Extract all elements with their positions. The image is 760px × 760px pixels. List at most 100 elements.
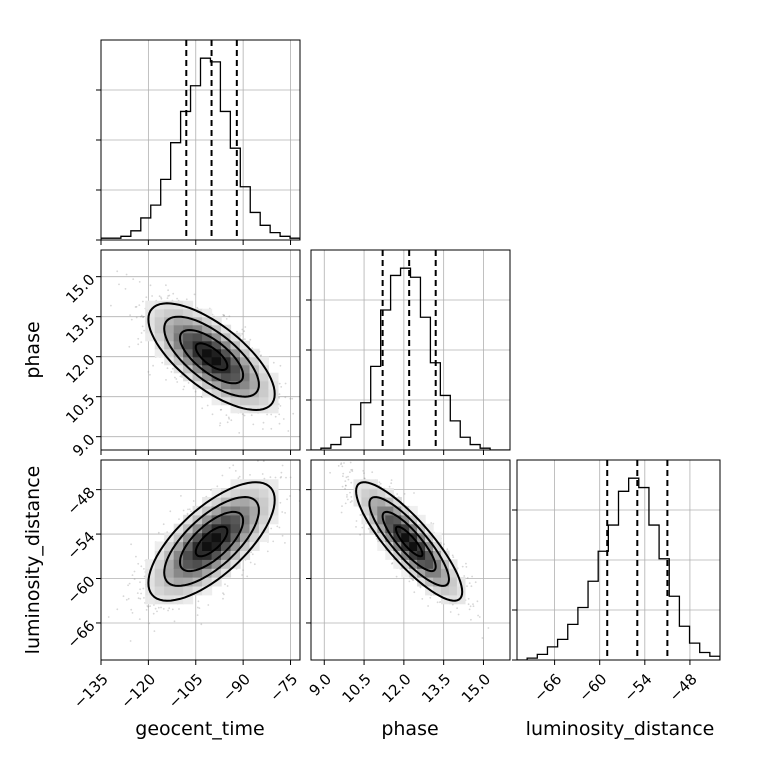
panel-geocent-time-vs-phase-density-cell bbox=[240, 380, 251, 390]
panel-phase-vs-luminosity-distance-sample-point bbox=[449, 611, 452, 613]
panel-geocent-time-vs-phase-sample-point bbox=[176, 297, 179, 300]
panel-geocent-time-vs-phase-density-cell bbox=[258, 356, 269, 366]
panel-phase-vs-luminosity-distance-sample-point bbox=[379, 482, 382, 485]
panel-geocent-time-vs-phase-density-cell bbox=[240, 356, 251, 366]
panel-geocent-time-vs-luminosity-distance-sample-point bbox=[168, 607, 171, 610]
panel-geocent-time-vs-phase-density-cell bbox=[173, 308, 184, 318]
panel-geocent-time-vs-phase-sample-point bbox=[141, 325, 144, 328]
panel-geocent-time-vs-phase-density-cell bbox=[154, 340, 165, 350]
panel-geocent-time-vs-luminosity-distance-density-cell bbox=[211, 532, 222, 543]
panel-phase-vs-luminosity-distance-density-cell bbox=[409, 541, 418, 551]
panel-geocent-time-vs-luminosity-distance-sample-point bbox=[284, 542, 286, 544]
panel-phase-vs-luminosity-distance-sample-point bbox=[452, 556, 455, 558]
panel-phase-vs-luminosity-distance-sample-point bbox=[344, 487, 346, 490]
panel-geocent-time-vs-phase-density-cell bbox=[221, 372, 232, 382]
panel-phase-vs-luminosity-distance-density-cell bbox=[425, 550, 434, 560]
panel-geocent-time-vs-phase-sample-point bbox=[287, 430, 290, 432]
panel-geocent-time-vs-luminosity-distance-sample-point bbox=[143, 597, 145, 599]
panel-phase-vs-luminosity-distance-sample-point bbox=[474, 581, 477, 584]
panel-geocent-time-vs-luminosity-distance-density-cell bbox=[211, 577, 222, 587]
panel-phase-vs-luminosity-distance-sample-point bbox=[427, 605, 429, 607]
panel-phase-vs-luminosity-distance-sample-point bbox=[342, 472, 345, 475]
panel-geocent-time-vs-luminosity-distance-sample-point bbox=[173, 620, 176, 623]
panel-geocent-time-vs-luminosity-distance-density-cell bbox=[183, 585, 194, 596]
panel-phase-vs-luminosity-distance-density-cell bbox=[361, 488, 370, 498]
panel-geocent-time-vs-phase-sample-point bbox=[251, 347, 254, 349]
panel-geocent-time-vs-phase-density-cell bbox=[164, 300, 175, 310]
panel-phase-vs-luminosity-distance-sample-point bbox=[472, 605, 475, 608]
panel-geocent-time-vs-phase-sample-point bbox=[147, 371, 150, 373]
panel-geocent-time-vs-phase-density-cell bbox=[164, 324, 175, 334]
x-axis-label-geocent-time: geocent_time bbox=[135, 718, 264, 740]
panel-phase-vs-luminosity-distance-density-cell bbox=[417, 577, 426, 587]
panel-geocent-time-vs-luminosity-distance-density-cell bbox=[230, 532, 241, 543]
panel-geocent-time-vs-phase-sample-point bbox=[228, 315, 231, 318]
panel-phase-vs-luminosity-distance-density-cell bbox=[425, 523, 434, 534]
panel-phase-vs-luminosity-distance-density-cell bbox=[425, 559, 434, 569]
panel-geocent-time-vs-luminosity-distance-density-cell bbox=[154, 577, 165, 587]
panel-geocent-time-vs-luminosity-distance-density-cell bbox=[164, 559, 175, 569]
panel-geocent-time-vs-luminosity-distance-sample-point bbox=[234, 470, 237, 472]
panel-geocent-time-vs-luminosity-distance-sample-point bbox=[169, 510, 172, 513]
panel-geocent-time-vs-luminosity-distance-density-cell bbox=[268, 479, 279, 489]
panel-geocent-time-vs-phase-density-cell bbox=[164, 308, 175, 318]
panel-geocent-time-vs-luminosity-distance-density-cell bbox=[183, 541, 194, 551]
panel-geocent-time-vs-luminosity-distance-ytick-label-1: −60 bbox=[63, 572, 98, 607]
panel-geocent-time-vs-luminosity-distance-density-cell bbox=[173, 532, 184, 543]
panel-geocent-time-vs-luminosity-distance-sample-point bbox=[171, 608, 174, 611]
panel-geocent-time-vs-phase-density-cell bbox=[211, 340, 222, 350]
panel-geocent-time-vs-phase-sample-point bbox=[284, 396, 287, 399]
panel-geocent-time-vs-luminosity-distance-density-cell bbox=[249, 541, 260, 551]
panel-phase-vs-luminosity-distance-sample-point bbox=[343, 462, 345, 464]
panel-geocent-time-vs-phase-sample-point bbox=[142, 315, 145, 318]
x-axis-label-luminosity-distance: luminosity_distance bbox=[526, 718, 715, 740]
panel-geocent-time-vs-phase-sample-point bbox=[149, 373, 151, 376]
panel-geocent-time-vs-luminosity-distance-sample-point bbox=[223, 593, 225, 596]
panel-phase-vs-luminosity-distance-sample-point bbox=[350, 469, 352, 471]
panel-geocent-time-vs-phase-frame bbox=[100, 249, 301, 451]
panel-geocent-time-vs-luminosity-distance-sample-point bbox=[281, 511, 284, 513]
panel-geocent-time-vs-phase-density-cell bbox=[211, 348, 222, 358]
panel-geocent-time-vs-phase-sample-point bbox=[252, 423, 255, 426]
panel-geocent-time-vs-phase-density-cell bbox=[173, 356, 184, 366]
panel-phase-vs-luminosity-distance-density-cell bbox=[393, 514, 402, 525]
panel-geocent-time-vs-phase-sample-point bbox=[259, 355, 262, 357]
panel-geocent-time-vs-phase-sample-point bbox=[241, 338, 244, 341]
panel-phase-vs-luminosity-distance-sample-point bbox=[378, 484, 380, 487]
panel-geocent-time-vs-phase-density-cell bbox=[221, 396, 232, 406]
panel-phase-vs-luminosity-distance-sample-point bbox=[355, 520, 358, 522]
panel-geocent-time-vs-luminosity-distance-density-cell bbox=[230, 479, 241, 489]
panel-geocent-time-vs-luminosity-distance-sample-point bbox=[278, 440, 280, 442]
panel-geocent-time-vs-luminosity-distance-sample-point bbox=[186, 512, 189, 515]
panel-phase-vs-luminosity-distance-sample-point bbox=[351, 470, 354, 472]
panel-geocent-time-vs-phase-sample-point bbox=[171, 367, 174, 370]
panel-geocent-time-vs-luminosity-distance-sample-point bbox=[228, 467, 231, 469]
panel-geocent-time-vs-luminosity-distance-density-cell bbox=[192, 585, 203, 596]
panel-geocent-time-vs-phase-sample-point bbox=[129, 314, 132, 316]
hist-geocent-time-steps bbox=[101, 57, 300, 240]
panel-geocent-time-vs-luminosity-distance-sample-point bbox=[145, 609, 148, 611]
panel-phase-vs-luminosity-distance-sample-point bbox=[410, 577, 413, 580]
panel-phase-vs-luminosity-distance-sample-point bbox=[446, 548, 449, 551]
panel-phase-vs-luminosity-distance-contour-0 bbox=[394, 525, 424, 558]
panel-geocent-time-vs-luminosity-distance-density-cell bbox=[249, 514, 260, 525]
panel-geocent-time-vs-phase-sample-point bbox=[279, 364, 282, 367]
panel-geocent-time-vs-luminosity-distance-sample-point bbox=[266, 550, 269, 553]
panel-geocent-time-vs-luminosity-distance-sample-point bbox=[143, 575, 146, 578]
panel-geocent-time-vs-luminosity-distance-sample-point bbox=[139, 581, 141, 584]
panel-geocent-time-vs-phase-sample-point bbox=[138, 304, 141, 306]
panel-geocent-time-vs-phase-density-cell bbox=[240, 396, 251, 406]
panel-geocent-time-vs-phase-sample-point bbox=[149, 284, 152, 287]
panel-geocent-time-vs-luminosity-distance-density-cell bbox=[192, 532, 203, 543]
panel-phase-vs-luminosity-distance-density-cell bbox=[401, 505, 410, 516]
panel-geocent-time-vs-phase-sample-point bbox=[243, 414, 246, 417]
panel-phase-vs-luminosity-distance-sample-point bbox=[470, 585, 473, 588]
panel-geocent-time-vs-phase-density-cell bbox=[202, 308, 213, 318]
panel-geocent-time-vs-luminosity-distance-density-cell bbox=[202, 568, 213, 578]
hist-phase-panel bbox=[306, 249, 511, 455]
y-axis-label-luminosity-distance: luminosity_distance bbox=[22, 466, 44, 655]
panel-phase-vs-luminosity-distance-sample-point bbox=[344, 484, 347, 487]
panel-phase-vs-luminosity-distance-density-cell bbox=[433, 577, 442, 587]
panel-phase-vs-luminosity-distance-sample-point bbox=[465, 562, 467, 565]
panel-geocent-time-vs-luminosity-distance-sample-point bbox=[238, 475, 241, 478]
